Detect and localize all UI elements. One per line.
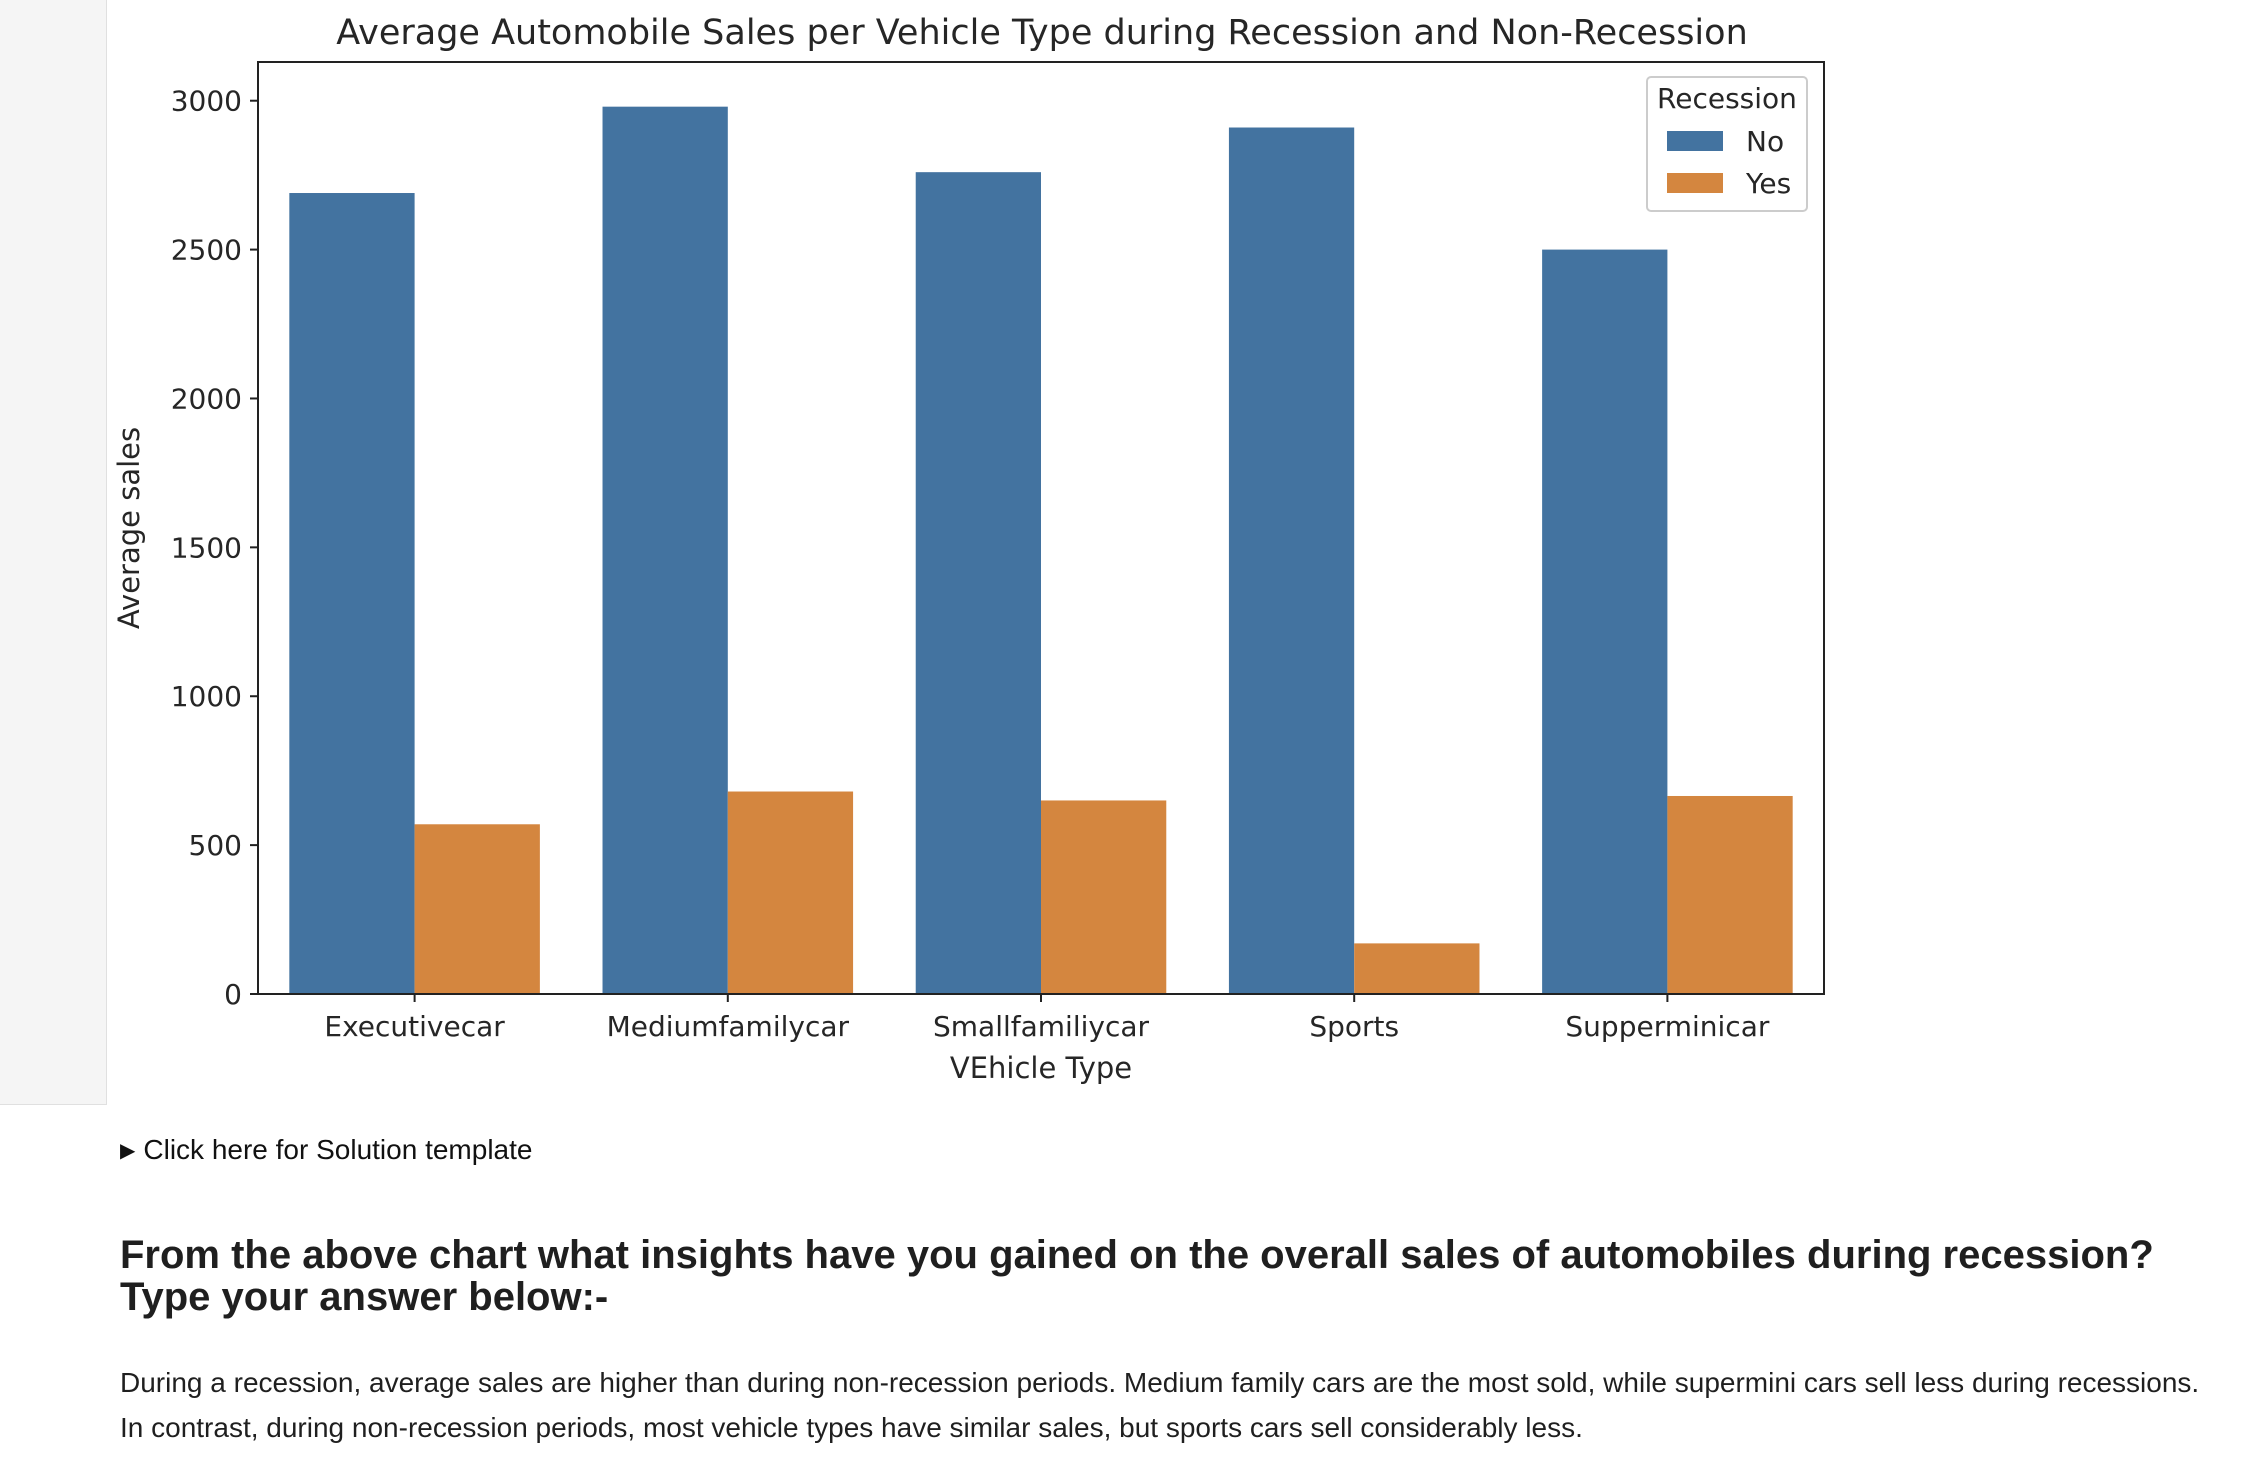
chart-title: Average Automobile Sales per Vehicle Typ… bbox=[336, 13, 1748, 53]
x-axis-ticks: Executivecar Mediumfamilycar Smallfamiliyc… bbox=[324, 994, 1770, 1043]
question-line-1: From the above chart what insights have … bbox=[120, 1233, 2154, 1277]
solution-template-label: Click here for Solution template bbox=[143, 1134, 533, 1165]
bar-smallfamiliycar-no bbox=[915, 172, 1041, 994]
bar-supperminicar-no bbox=[1542, 249, 1668, 994]
y-tick-label: 1500 bbox=[171, 531, 242, 564]
y-tick-label: 1000 bbox=[171, 680, 242, 713]
y-axis-label: Average sales bbox=[112, 427, 146, 629]
chart-output: Average Automobile Sales per Vehicle Typ… bbox=[106, 0, 1866, 1104]
bars bbox=[289, 106, 1793, 994]
bar-sports-no bbox=[1228, 127, 1355, 994]
question-heading: From the above chart what insights have … bbox=[120, 1234, 2180, 1318]
y-axis-ticks: 0 500 1000 1500 2000 2500 3000 bbox=[171, 85, 258, 1011]
bar-mediumfamilycar-no bbox=[602, 106, 728, 994]
x-axis-label: VEhicle Type bbox=[950, 1051, 1132, 1085]
y-tick-label: 500 bbox=[189, 829, 242, 862]
legend-swatch-no bbox=[1667, 131, 1723, 151]
y-tick-label: 2500 bbox=[171, 234, 242, 267]
bar-chart: Average Automobile Sales per Vehicle Typ… bbox=[112, 13, 1825, 1085]
x-tick-label: Smallfamiliycar bbox=[933, 1010, 1150, 1043]
y-tick-label: 2000 bbox=[171, 382, 242, 415]
bar-smallfamiliycar-yes bbox=[1041, 800, 1167, 994]
x-tick-label: Supperminicar bbox=[1565, 1010, 1769, 1043]
legend-label-yes: Yes bbox=[1745, 167, 1791, 200]
question-line-2: Type your answer below:- bbox=[120, 1275, 609, 1319]
x-tick-label: Sports bbox=[1309, 1010, 1399, 1043]
x-tick-label: Executivecar bbox=[324, 1010, 505, 1043]
disclosure-triangle-icon: ▶ bbox=[120, 1140, 136, 1162]
y-tick-label: 0 bbox=[224, 978, 242, 1011]
bar-executivecar-yes bbox=[414, 824, 540, 994]
x-tick-label: Mediumfamilycar bbox=[607, 1010, 850, 1043]
bar-sports-yes bbox=[1354, 943, 1480, 994]
legend-swatch-yes bbox=[1667, 173, 1723, 193]
legend-title: Recession bbox=[1657, 82, 1797, 115]
bar-mediumfamilycar-yes bbox=[727, 791, 854, 994]
y-tick-label: 3000 bbox=[171, 85, 242, 118]
legend: Recession No Yes bbox=[1646, 76, 1808, 212]
answer-text: During a recession, average sales are hi… bbox=[120, 1367, 2200, 1443]
bar-supperminicar-yes bbox=[1667, 795, 1793, 994]
cell-prompt-gutter bbox=[0, 0, 107, 1105]
legend-label-no: No bbox=[1746, 125, 1784, 158]
bar-executivecar-no bbox=[289, 193, 415, 994]
solution-template-toggle[interactable]: ▶ Click here for Solution template bbox=[120, 1132, 532, 1169]
